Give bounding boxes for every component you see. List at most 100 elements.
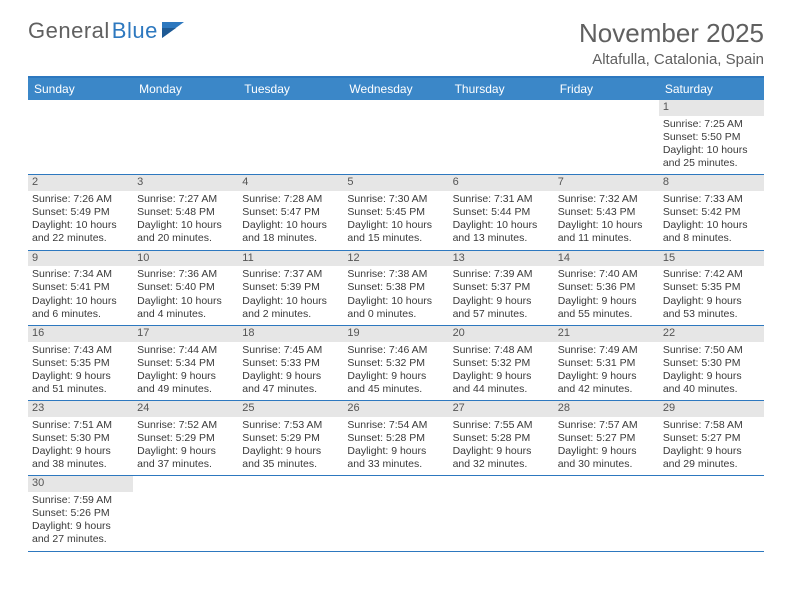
sunrise-line: Sunrise: 7:59 AM	[32, 494, 129, 507]
week-row: 16Sunrise: 7:43 AMSunset: 5:35 PMDayligh…	[28, 326, 764, 401]
daylight-line: Daylight: 9 hours and 44 minutes.	[453, 370, 550, 396]
sunrise-line: Sunrise: 7:53 AM	[242, 419, 339, 432]
day-number: 28	[554, 401, 659, 417]
day-details: Sunrise: 7:44 AMSunset: 5:34 PMDaylight:…	[133, 342, 238, 401]
day-cell: 19Sunrise: 7:46 AMSunset: 5:32 PMDayligh…	[343, 326, 448, 400]
day-cell: 7Sunrise: 7:32 AMSunset: 5:43 PMDaylight…	[554, 175, 659, 249]
sunset-line: Sunset: 5:28 PM	[453, 432, 550, 445]
day-cell: 1Sunrise: 7:25 AMSunset: 5:50 PMDaylight…	[659, 100, 764, 174]
daylight-line: Daylight: 9 hours and 37 minutes.	[137, 445, 234, 471]
day-cell: 11Sunrise: 7:37 AMSunset: 5:39 PMDayligh…	[238, 251, 343, 325]
day-number: 23	[28, 401, 133, 417]
week-row: 30Sunrise: 7:59 AMSunset: 5:26 PMDayligh…	[28, 476, 764, 551]
day-cell: 9Sunrise: 7:34 AMSunset: 5:41 PMDaylight…	[28, 251, 133, 325]
daylight-line: Daylight: 9 hours and 49 minutes.	[137, 370, 234, 396]
sunrise-line: Sunrise: 7:49 AM	[558, 344, 655, 357]
day-details: Sunrise: 7:40 AMSunset: 5:36 PMDaylight:…	[554, 266, 659, 325]
day-details: Sunrise: 7:42 AMSunset: 5:35 PMDaylight:…	[659, 266, 764, 325]
day-number: 26	[343, 401, 448, 417]
daylight-line: Daylight: 10 hours and 22 minutes.	[32, 219, 129, 245]
location-subtitle: Altafulla, Catalonia, Spain	[579, 51, 764, 68]
day-details: Sunrise: 7:31 AMSunset: 5:44 PMDaylight:…	[449, 191, 554, 250]
day-number: 19	[343, 326, 448, 342]
day-cell-empty	[554, 100, 659, 174]
sunrise-line: Sunrise: 7:36 AM	[137, 268, 234, 281]
sunset-line: Sunset: 5:41 PM	[32, 281, 129, 294]
sunrise-line: Sunrise: 7:51 AM	[32, 419, 129, 432]
day-cell: 8Sunrise: 7:33 AMSunset: 5:42 PMDaylight…	[659, 175, 764, 249]
sunset-line: Sunset: 5:48 PM	[137, 206, 234, 219]
sunset-line: Sunset: 5:31 PM	[558, 357, 655, 370]
daylight-line: Daylight: 9 hours and 40 minutes.	[663, 370, 760, 396]
weeks-container: 1Sunrise: 7:25 AMSunset: 5:50 PMDaylight…	[28, 100, 764, 552]
logo-text-blue: Blue	[112, 18, 158, 44]
day-number: 24	[133, 401, 238, 417]
sunrise-line: Sunrise: 7:31 AM	[453, 193, 550, 206]
weekday-header: Monday	[133, 78, 238, 100]
sunset-line: Sunset: 5:45 PM	[347, 206, 444, 219]
day-cell-empty	[133, 476, 238, 550]
sunrise-line: Sunrise: 7:52 AM	[137, 419, 234, 432]
day-number: 20	[449, 326, 554, 342]
day-cell: 14Sunrise: 7:40 AMSunset: 5:36 PMDayligh…	[554, 251, 659, 325]
sunrise-line: Sunrise: 7:55 AM	[453, 419, 550, 432]
day-cell: 4Sunrise: 7:28 AMSunset: 5:47 PMDaylight…	[238, 175, 343, 249]
daylight-line: Daylight: 10 hours and 6 minutes.	[32, 295, 129, 321]
weekday-header: Friday	[554, 78, 659, 100]
day-number: 9	[28, 251, 133, 267]
day-cell: 28Sunrise: 7:57 AMSunset: 5:27 PMDayligh…	[554, 401, 659, 475]
day-details: Sunrise: 7:43 AMSunset: 5:35 PMDaylight:…	[28, 342, 133, 401]
daylight-line: Daylight: 10 hours and 15 minutes.	[347, 219, 444, 245]
day-details: Sunrise: 7:28 AMSunset: 5:47 PMDaylight:…	[238, 191, 343, 250]
daylight-line: Daylight: 9 hours and 30 minutes.	[558, 445, 655, 471]
daylight-line: Daylight: 10 hours and 20 minutes.	[137, 219, 234, 245]
sunrise-line: Sunrise: 7:50 AM	[663, 344, 760, 357]
day-number: 14	[554, 251, 659, 267]
daylight-line: Daylight: 9 hours and 33 minutes.	[347, 445, 444, 471]
day-details: Sunrise: 7:49 AMSunset: 5:31 PMDaylight:…	[554, 342, 659, 401]
day-details: Sunrise: 7:26 AMSunset: 5:49 PMDaylight:…	[28, 191, 133, 250]
sunset-line: Sunset: 5:29 PM	[242, 432, 339, 445]
day-cell-empty	[133, 100, 238, 174]
day-cell: 24Sunrise: 7:52 AMSunset: 5:29 PMDayligh…	[133, 401, 238, 475]
sunrise-line: Sunrise: 7:33 AM	[663, 193, 760, 206]
daylight-line: Daylight: 10 hours and 25 minutes.	[663, 144, 760, 170]
daylight-line: Daylight: 10 hours and 2 minutes.	[242, 295, 339, 321]
day-cell: 22Sunrise: 7:50 AMSunset: 5:30 PMDayligh…	[659, 326, 764, 400]
sunset-line: Sunset: 5:28 PM	[347, 432, 444, 445]
sunset-line: Sunset: 5:27 PM	[663, 432, 760, 445]
sunrise-line: Sunrise: 7:37 AM	[242, 268, 339, 281]
day-cell: 5Sunrise: 7:30 AMSunset: 5:45 PMDaylight…	[343, 175, 448, 249]
sunset-line: Sunset: 5:43 PM	[558, 206, 655, 219]
daylight-line: Daylight: 10 hours and 0 minutes.	[347, 295, 444, 321]
day-details: Sunrise: 7:54 AMSunset: 5:28 PMDaylight:…	[343, 417, 448, 476]
month-title: November 2025	[579, 18, 764, 49]
day-number: 7	[554, 175, 659, 191]
day-number: 21	[554, 326, 659, 342]
weekday-header: Saturday	[659, 78, 764, 100]
day-details: Sunrise: 7:38 AMSunset: 5:38 PMDaylight:…	[343, 266, 448, 325]
logo-text-general: General	[28, 18, 110, 44]
day-details: Sunrise: 7:27 AMSunset: 5:48 PMDaylight:…	[133, 191, 238, 250]
sunrise-line: Sunrise: 7:48 AM	[453, 344, 550, 357]
day-cell: 29Sunrise: 7:58 AMSunset: 5:27 PMDayligh…	[659, 401, 764, 475]
day-cell-empty	[238, 476, 343, 550]
day-number: 29	[659, 401, 764, 417]
day-cell: 10Sunrise: 7:36 AMSunset: 5:40 PMDayligh…	[133, 251, 238, 325]
daylight-line: Daylight: 9 hours and 32 minutes.	[453, 445, 550, 471]
day-number: 1	[659, 100, 764, 116]
daylight-line: Daylight: 9 hours and 27 minutes.	[32, 520, 129, 546]
day-details: Sunrise: 7:30 AMSunset: 5:45 PMDaylight:…	[343, 191, 448, 250]
day-number: 11	[238, 251, 343, 267]
sunrise-line: Sunrise: 7:57 AM	[558, 419, 655, 432]
day-number: 3	[133, 175, 238, 191]
sunrise-line: Sunrise: 7:26 AM	[32, 193, 129, 206]
sunset-line: Sunset: 5:40 PM	[137, 281, 234, 294]
daylight-line: Daylight: 9 hours and 38 minutes.	[32, 445, 129, 471]
day-cell: 27Sunrise: 7:55 AMSunset: 5:28 PMDayligh…	[449, 401, 554, 475]
day-cell: 17Sunrise: 7:44 AMSunset: 5:34 PMDayligh…	[133, 326, 238, 400]
weekday-header: Tuesday	[238, 78, 343, 100]
day-cell: 30Sunrise: 7:59 AMSunset: 5:26 PMDayligh…	[28, 476, 133, 550]
sunrise-line: Sunrise: 7:32 AM	[558, 193, 655, 206]
day-cell-empty	[554, 476, 659, 550]
